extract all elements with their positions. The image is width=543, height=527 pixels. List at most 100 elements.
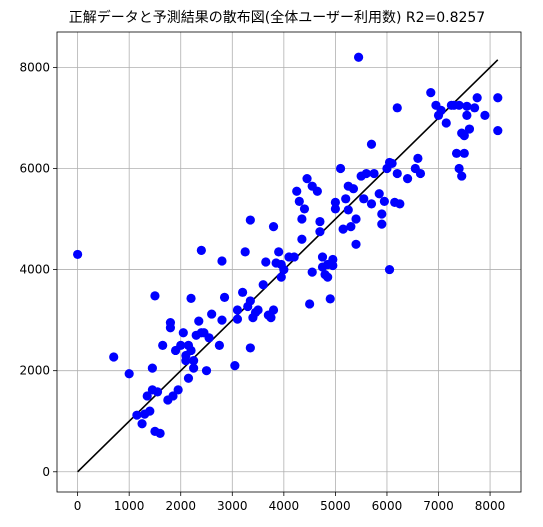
- data-point: [207, 309, 217, 319]
- x-tick-label: 4000: [269, 499, 300, 513]
- data-point: [178, 328, 188, 338]
- data-point: [245, 296, 255, 306]
- x-tick-label: 5000: [320, 499, 351, 513]
- data-point: [292, 186, 302, 196]
- data-point: [261, 257, 271, 267]
- data-point: [307, 267, 317, 277]
- x-tick-label: 3000: [217, 499, 248, 513]
- data-point: [276, 272, 286, 282]
- data-point: [232, 314, 243, 324]
- data-point: [459, 131, 469, 141]
- x-tick-label: 1000: [114, 499, 145, 513]
- data-point: [219, 292, 230, 302]
- chart-title: 正解データと予測結果の散布図(全体ユーザー利用数) R2=0.8257: [69, 9, 485, 26]
- data-point: [279, 264, 289, 275]
- x-tick-label: 0: [74, 499, 82, 513]
- data-point: [330, 204, 340, 214]
- data-point: [305, 299, 315, 309]
- data-point: [214, 340, 224, 351]
- plot-frame: [56, 31, 522, 493]
- data-point: [142, 391, 152, 401]
- data-point: [109, 352, 119, 362]
- data-point: [217, 256, 227, 266]
- data-point: [189, 363, 199, 373]
- data-point: [317, 252, 328, 262]
- data-point: [359, 194, 369, 204]
- data-point: [312, 186, 322, 196]
- data-point: [315, 216, 325, 227]
- y-tick-label: 0: [42, 465, 50, 479]
- x-tick-label: 6000: [372, 499, 403, 513]
- y-tick-label: 2000: [19, 364, 50, 378]
- data-point: [366, 199, 377, 209]
- data-point: [415, 168, 426, 179]
- data-point: [395, 199, 405, 209]
- data-point: [181, 355, 191, 366]
- data-point: [297, 234, 307, 244]
- data-point: [441, 118, 451, 128]
- data-point: [392, 103, 402, 113]
- data-point: [457, 171, 467, 181]
- data-point: [302, 173, 312, 184]
- data-point: [480, 110, 490, 121]
- data-point: [436, 105, 446, 115]
- data-point: [232, 305, 243, 315]
- data-point: [335, 163, 346, 174]
- data-point: [73, 249, 83, 260]
- data-point: [152, 387, 163, 397]
- data-point: [189, 355, 199, 366]
- data-point: [145, 406, 155, 416]
- data-point: [124, 369, 134, 379]
- data-point: [132, 410, 142, 420]
- data-point: [328, 260, 338, 271]
- data-point: [454, 100, 464, 110]
- data-point: [361, 168, 371, 179]
- data-point: [245, 215, 255, 225]
- data-point: [253, 305, 263, 315]
- data-point: [379, 196, 389, 206]
- data-point: [245, 343, 255, 353]
- data-point: [186, 345, 196, 356]
- x-tick-label: 7000: [423, 499, 454, 513]
- data-point: [323, 272, 333, 282]
- data-point: [165, 323, 176, 333]
- reference-line: [77, 59, 499, 473]
- data-point: [472, 93, 482, 103]
- data-point: [238, 287, 248, 297]
- x-axis-ticks: 0 1000 2000 3000 4000 5000 6000 7000 8000: [74, 492, 506, 513]
- data-point: [299, 204, 310, 214]
- x-tick-label: 8000: [475, 499, 506, 513]
- data-point: [204, 333, 214, 343]
- data-point: [158, 340, 168, 351]
- data-point: [392, 168, 402, 179]
- data-point: [268, 222, 279, 232]
- data-point: [462, 110, 472, 121]
- data-point: [384, 264, 395, 275]
- data-point: [194, 316, 204, 326]
- data-point: [176, 340, 186, 351]
- data-point: [351, 214, 361, 224]
- x-tick-label: 2000: [165, 499, 196, 513]
- data-point: [173, 385, 183, 395]
- data-point: [351, 239, 361, 249]
- data-point: [183, 373, 194, 383]
- data-point: [346, 222, 356, 232]
- data-point: [366, 139, 377, 149]
- data-point: [297, 214, 307, 224]
- data-point: [341, 194, 351, 204]
- data-point: [462, 101, 472, 111]
- data-point: [315, 227, 325, 237]
- data-point: [459, 148, 469, 158]
- data-point: [338, 224, 348, 234]
- data-point: [201, 366, 212, 376]
- data-point: [426, 88, 436, 98]
- data-point: [369, 168, 379, 179]
- data-point: [196, 245, 206, 255]
- data-point: [147, 363, 157, 373]
- data-point: [374, 189, 384, 199]
- data-point: [240, 247, 250, 257]
- data-point: [289, 252, 299, 262]
- reference-line-layer: [77, 59, 499, 473]
- data-point: [377, 219, 387, 229]
